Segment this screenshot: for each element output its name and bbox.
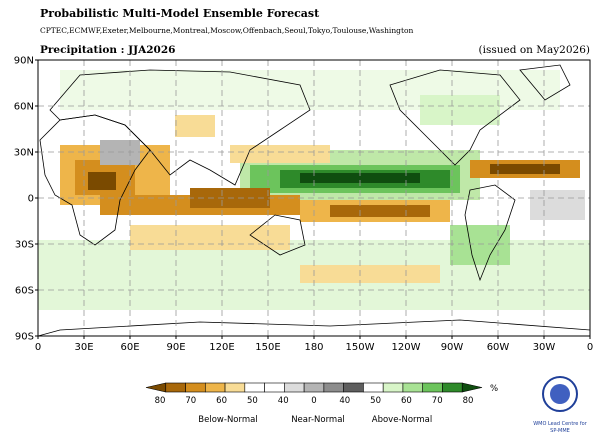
- lat-label: 60N: [14, 102, 34, 113]
- colorbar-tick-label: 60: [216, 396, 227, 406]
- colorbar-cell: [382, 382, 404, 393]
- lon-label: 30W: [533, 342, 556, 353]
- colorbar-tick-label: 80: [463, 396, 474, 406]
- lon-label: 150W: [346, 342, 375, 353]
- lat-label: 60S: [15, 286, 34, 297]
- lat-label: 90S: [15, 332, 34, 343]
- category-label: Below-Normal: [198, 415, 257, 425]
- colorbar-cell: [224, 382, 246, 393]
- colorbar-cell: [363, 382, 384, 393]
- lat-label: 30S: [15, 240, 34, 251]
- category-label: Above-Normal: [372, 415, 433, 425]
- colorbar-cell: [185, 382, 206, 393]
- variable: Precipitation : JJA2026: [40, 44, 175, 56]
- colorbar-tick-label: 40: [278, 396, 289, 406]
- category-label: Near-Normal: [291, 415, 345, 425]
- colorbar-cell: [442, 382, 463, 393]
- models: CPTEC,ECMWF,Exeter,Melbourne,Montreal,Mo…: [40, 26, 413, 35]
- issued: (issued on May2026): [479, 44, 590, 56]
- lon-label: 120E: [209, 342, 234, 353]
- colorbar-cell: [204, 382, 226, 393]
- lon-label: 90E: [166, 342, 185, 353]
- lat-label: 0: [28, 194, 34, 205]
- colorbar-cell: [244, 382, 265, 393]
- lat-label: 30N: [14, 148, 34, 159]
- colorbar-tick-label: 40: [339, 396, 350, 406]
- colorbar-cell: [402, 382, 424, 393]
- lon-label: 0: [587, 342, 593, 353]
- lon-label: 150E: [255, 342, 280, 353]
- logo-line2: SP-MME: [550, 428, 570, 434]
- lon-label: 180: [304, 342, 323, 353]
- colorbar: 80 70 60 50 40 0 40 50 60 70 80% Below-Normal Near-N…: [145, 382, 498, 425]
- colorbar-tick-label: 60: [401, 396, 412, 406]
- colorbar-tick-label: 70: [432, 396, 443, 406]
- colorbar-cell: [303, 382, 325, 393]
- wmo-logo: WMO Lead Centre for SP-MME: [533, 376, 588, 434]
- lon-label: 0: [35, 342, 41, 353]
- colorbar-cell: [284, 382, 305, 393]
- lon-label: 60W: [487, 342, 510, 353]
- title: Probabilistic Multi-Model Ensemble Forec…: [40, 7, 320, 20]
- colorbar-cell: [323, 382, 344, 393]
- colorbar-cell: [343, 382, 364, 393]
- lon-label: 90W: [441, 342, 464, 353]
- colorbar-arrow: [461, 382, 483, 393]
- colorbar-cell: [422, 382, 443, 393]
- colorbar-cell: [165, 382, 186, 393]
- colorbar-cell: [264, 382, 285, 393]
- colorbar-tick-label: 50: [247, 396, 258, 406]
- map-area: [38, 60, 590, 336]
- colorbar-tick-label: 70: [185, 396, 196, 406]
- lat-label: 90N: [14, 56, 34, 67]
- colorbar-tick-label: 50: [370, 396, 381, 406]
- colorbar-arrow: [145, 382, 167, 393]
- lon-label: 30E: [74, 342, 93, 353]
- logo-line1: WMO Lead Centre for: [533, 421, 588, 427]
- colorbar-tick-label: 0: [311, 396, 316, 406]
- colorbar-tick-label: 80: [155, 396, 166, 406]
- lon-label: 120W: [392, 342, 421, 353]
- colorbar-unit: %: [490, 384, 498, 394]
- lon-label: 60E: [120, 342, 139, 353]
- graticule: [38, 60, 590, 336]
